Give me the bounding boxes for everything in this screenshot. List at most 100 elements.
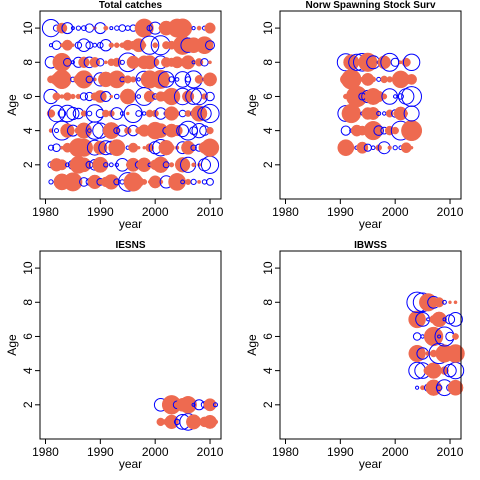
bubble-age2-1998 [136, 157, 152, 173]
panel-title: IBWSS [354, 240, 387, 251]
bubble-age2-1987 [76, 157, 92, 173]
panel-1: Total catches 1980 1990 2000 2010 2 4 6 8 10 year A… [5, 0, 224, 231]
x-axis-label: year [359, 217, 382, 231]
bubble-age10-1995 [125, 25, 131, 31]
bubble-age9-1987 [77, 38, 91, 53]
bubble-age8-2006 [181, 55, 196, 70]
x-tick-label: 2000 [382, 205, 409, 219]
bubble-age6-1985 [70, 93, 76, 100]
bubble-age1-2008 [197, 179, 202, 184]
bubble-age10-1992 [109, 26, 114, 31]
bubble-age6-1986 [75, 93, 82, 100]
bubble-age5-1995 [126, 111, 130, 116]
bubble-age7-2005 [174, 71, 191, 88]
bubble-age4-1991 [340, 125, 351, 136]
bubble-age8-2009 [442, 299, 447, 305]
bubble-age7-1996 [130, 76, 137, 83]
bubble-age3-1994 [356, 141, 369, 154]
bubble-age5-1985 [66, 106, 80, 121]
bubble-age3-1999 [387, 145, 392, 150]
y-tick-label: 2 [21, 401, 35, 408]
bubble-age9-1999 [140, 35, 160, 55]
bubble-age7-2006 [426, 317, 431, 322]
bubble-age4-2000 [391, 126, 399, 135]
bubble-age10-1987 [81, 25, 87, 32]
bubble-age6-2010 [205, 91, 215, 102]
x-tick-label: 1990 [87, 205, 114, 219]
bubble-age5-1989 [85, 104, 105, 123]
panel-2: Norw Spawning Stock Surv 1980 1990 2000 2010… [245, 0, 464, 231]
bubble-age8-2008 [434, 297, 445, 308]
y-tick-label: 6 [261, 93, 275, 100]
bubble-age6-2003 [401, 86, 423, 107]
bubble-age1-1981 [48, 179, 54, 185]
bubble-age7-1999 [386, 76, 393, 83]
bubble-age5-1988 [86, 110, 93, 117]
bubble-age2-2011 [213, 402, 218, 408]
bubble-age7-2003 [406, 74, 417, 85]
bubble-age3-1997 [136, 145, 141, 150]
bubble-age7-1988 [85, 75, 94, 84]
bubble-age4-2005 [176, 124, 190, 138]
panel-title: Total catches [99, 0, 163, 11]
bubble-age9-1993 [114, 42, 120, 48]
bubble-age5-2006 [425, 350, 431, 357]
x-tick-label: 2010 [437, 205, 464, 219]
y-tick-label: 10 [261, 21, 275, 35]
bubble-age7-2004 [174, 77, 180, 82]
bubble-age6-1997 [136, 94, 141, 99]
plot-frame [39, 250, 222, 440]
panel-title: IESNS [115, 240, 145, 251]
bubble-age5-2002 [404, 111, 409, 116]
bubble-age1-1989 [87, 174, 102, 190]
bubble-age2-1991 [103, 162, 109, 168]
bubble-age3-1994 [120, 145, 125, 150]
x-tick-label: 1990 [327, 445, 354, 459]
bubble-age8-1998 [377, 55, 391, 70]
x-tick-label: 2000 [142, 205, 169, 219]
x-tick-label: 2000 [382, 445, 409, 459]
bubble-age7-1997 [136, 77, 141, 82]
bubble-age6-2005 [420, 334, 425, 339]
bubble-age3-2006 [181, 140, 196, 155]
bubble-age8-1999 [380, 52, 400, 72]
bubble-age4-2008 [191, 123, 207, 139]
bubble-age9-2009 [195, 36, 214, 55]
bubble-age6-2001 [397, 93, 404, 100]
bubble-age7-1984 [64, 76, 71, 83]
bubble-age9-2010 [205, 40, 215, 51]
bubble-age7-1993 [107, 70, 126, 89]
bubble-age3-2003 [168, 144, 175, 151]
bubble-age3-1996 [128, 142, 139, 153]
bubble-age5-2008 [190, 105, 208, 122]
y-tick-label: 6 [21, 93, 35, 100]
bubble-age6-2007 [423, 326, 444, 347]
bubble-age1-1985 [63, 172, 83, 192]
bubble-age9-1992 [108, 42, 114, 48]
bubble-age8-1994 [119, 59, 125, 65]
bubble-age3-2007 [190, 144, 197, 151]
bubbles [41, 18, 220, 192]
y-tick-label: 10 [21, 21, 35, 35]
bubble-age3-1998 [142, 145, 146, 150]
panel-title: Norw Spawning Stock Surv [305, 0, 435, 11]
bubble-age7-2001 [151, 69, 171, 89]
x-tick-label: 2010 [197, 205, 224, 219]
bubble-age4-1987 [75, 122, 92, 139]
y-tick-label: 8 [21, 299, 35, 306]
bubble-age3-1992 [347, 144, 355, 152]
bubble-age6-1987 [79, 92, 89, 101]
y-axis-label: Age [5, 94, 19, 116]
x-tick-label: 2010 [197, 445, 224, 459]
y-axis-label: Age [245, 334, 259, 356]
bubble-age5-1997 [135, 110, 143, 117]
bubble-age7-2008 [194, 75, 204, 84]
bubble-age1-2010 [206, 178, 214, 186]
bubble-age5-1998 [382, 111, 387, 116]
bubble-age3-2000 [392, 145, 398, 151]
bubble-age5-1997 [376, 111, 382, 116]
bubble-age1-2011 [212, 419, 219, 425]
bubbles [406, 291, 465, 397]
bubble-age10-2010 [204, 22, 216, 34]
